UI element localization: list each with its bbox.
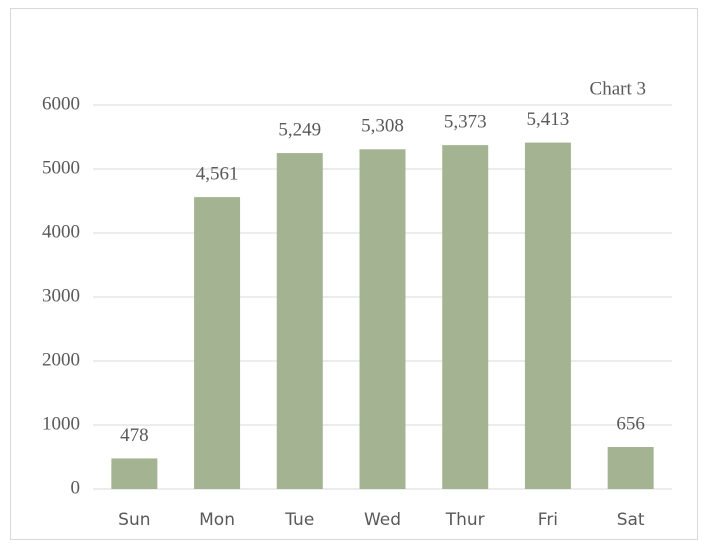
x-tick-label: Mon [199, 510, 235, 530]
y-tick-label: 5000 [42, 157, 80, 178]
x-tick-label: Wed [364, 510, 401, 530]
data-label: 5,308 [361, 116, 404, 137]
x-tick-label: Fri [538, 510, 558, 530]
data-label: 5,413 [527, 109, 570, 130]
y-tick-label: 0 [71, 477, 81, 498]
data-label: 5,249 [278, 119, 321, 140]
data-label: 478 [120, 425, 149, 446]
x-tick-label: Sun [118, 510, 150, 530]
bar [524, 142, 571, 489]
y-tick-label: 6000 [42, 93, 80, 114]
bar [442, 145, 489, 490]
bar [276, 153, 323, 489]
bar [194, 197, 241, 489]
chart-title: Chart 3 [590, 78, 646, 99]
y-tick-label: 1000 [42, 413, 80, 434]
data-label: 5,373 [444, 111, 487, 132]
bar [111, 458, 158, 489]
data-label: 4,561 [196, 163, 239, 184]
x-tick-label: Tue [284, 510, 314, 530]
bar [359, 149, 406, 489]
y-tick-label: 2000 [42, 349, 80, 370]
bar [607, 447, 654, 489]
data-label: 656 [616, 413, 645, 434]
y-tick-label: 4000 [42, 221, 80, 242]
chart-border [10, 8, 698, 540]
x-tick-label: Sat [617, 510, 645, 530]
x-tick-label: Thur [445, 510, 485, 530]
y-tick-label: 3000 [42, 285, 80, 306]
